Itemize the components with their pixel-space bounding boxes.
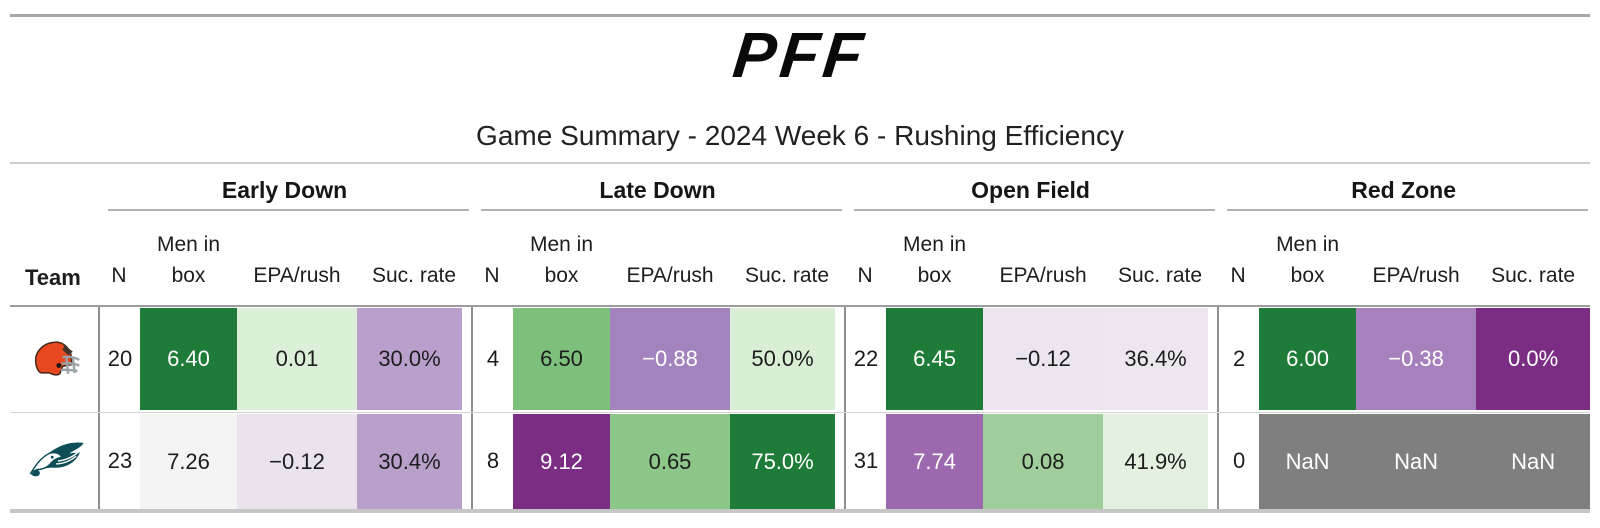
cell-open-n: 31 [844, 412, 887, 509]
col-header-men-in-box: Men in box [513, 215, 610, 305]
col-header-line: box [544, 264, 579, 287]
cell-redzone-n: 0 [1217, 412, 1260, 509]
team-cell-eagles [16, 412, 98, 509]
col-header-epa-rush: EPA/rush [1372, 264, 1460, 287]
eagles-logo [16, 440, 98, 482]
cell-late-suc-rate: 50.0% [730, 305, 845, 412]
header-bottom-divider [10, 305, 1590, 307]
cell-late-epa-rush: −0.88 [610, 305, 731, 412]
col-header-line: Men in [1276, 233, 1340, 256]
cell-early-n: 20 [98, 305, 140, 412]
col-header-suc-rate: Suc. rate [1118, 264, 1203, 287]
cell-redzone-n: 2 [1217, 305, 1260, 412]
cell-late-n: 4 [471, 305, 514, 412]
cell-late-men-in-box: 6.50 [513, 305, 611, 412]
rushing-efficiency-table: Early Down Late Down Open Field Red Zone [16, 165, 1591, 509]
group-header-red-zone: Red Zone [1217, 165, 1590, 215]
cell-late-epa-rush: 0.65 [610, 412, 731, 509]
col-header-n: N [857, 264, 873, 287]
cell-open-suc-rate: 41.9% [1103, 412, 1218, 509]
cell-open-suc-rate: 36.4% [1103, 305, 1218, 412]
group-header-late-down: Late Down [471, 165, 844, 215]
cell-early-suc-rate: 30.0% [357, 305, 472, 412]
col-header-line: box [917, 264, 952, 287]
cell-redzone-men-in-box: NaN [1259, 412, 1357, 509]
table-row-eagles: 23 7.26 −0.12 30.4% 8 9.12 0.65 75.0% 31… [16, 412, 1591, 509]
group-underline [108, 209, 470, 211]
group-header-open-field: Open Field [844, 165, 1217, 215]
cell-open-men-in-box: 6.45 [886, 305, 984, 412]
group-underline [1227, 209, 1589, 211]
title-divider [10, 162, 1590, 164]
group-header-label: Open Field [971, 176, 1090, 203]
col-header-line: Men in [903, 233, 967, 256]
cell-late-n: 8 [471, 412, 514, 509]
col-header-n: N [484, 264, 500, 287]
cell-redzone-suc-rate: NaN [1476, 412, 1591, 509]
col-header-suc-rate: Suc. rate [371, 264, 457, 287]
col-header-n: N [111, 264, 127, 287]
team-column-header: Team [25, 265, 81, 290]
browns-helmet-logo [16, 338, 98, 380]
table-row-browns: 20 6.40 0.01 30.0% 4 6.50 −0.88 50.0% 22… [16, 305, 1591, 412]
col-header-epa-rush: EPA/rush [253, 264, 341, 287]
cell-early-men-in-box: 7.26 [140, 412, 237, 509]
group-header-label: Red Zone [1351, 176, 1456, 203]
col-header-men-in-box: Men in box [1259, 215, 1356, 305]
col-header-line: Men in [156, 233, 221, 256]
cell-early-suc-rate: 30.4% [357, 412, 472, 509]
cell-late-suc-rate: 75.0% [730, 412, 845, 509]
col-header-men-in-box: Men in box [886, 215, 983, 305]
col-header-epa-rush: EPA/rush [626, 264, 714, 287]
page-title: Game Summary - 2024 Week 6 - Rushing Eff… [476, 120, 1124, 151]
group-underline [854, 209, 1216, 211]
cell-early-epa-rush: 0.01 [237, 305, 357, 412]
cell-early-epa-rush: −0.12 [237, 412, 357, 509]
group-header-label: Late Down [599, 176, 716, 203]
col-header-suc-rate: Suc. rate [745, 264, 830, 287]
col-header-suc-rate: Suc. rate [1491, 264, 1576, 287]
cell-redzone-suc-rate: 0.0% [1476, 305, 1591, 412]
cell-late-men-in-box: 9.12 [513, 412, 611, 509]
cell-open-epa-rush: 0.08 [983, 412, 1104, 509]
col-header-epa-rush: EPA/rush [999, 264, 1087, 287]
bottom-divider [10, 509, 1590, 513]
cell-open-n: 22 [844, 305, 887, 412]
group-header-early-down: Early Down [98, 165, 471, 215]
cell-redzone-men-in-box: 6.00 [1259, 305, 1357, 412]
col-header-line: box [1290, 264, 1325, 287]
cell-early-n: 23 [98, 412, 140, 509]
col-header-men-in-box: Men in box [140, 215, 237, 305]
cell-early-men-in-box: 6.40 [140, 305, 237, 412]
cell-redzone-epa-rush: −0.38 [1356, 305, 1477, 412]
col-header-n: N [1230, 264, 1246, 287]
top-divider [10, 14, 1590, 17]
pff-logo: PFF [729, 19, 871, 91]
group-underline [481, 209, 843, 211]
cell-open-men-in-box: 7.74 [886, 412, 984, 509]
row-divider [10, 412, 1590, 413]
team-cell-browns [16, 305, 98, 412]
group-header-spacer [16, 165, 98, 215]
cell-open-epa-rush: −0.12 [983, 305, 1104, 412]
group-header-label: Early Down [221, 176, 348, 203]
col-header-line: Men in [530, 233, 594, 256]
col-header-line: box [171, 264, 206, 287]
cell-redzone-epa-rush: NaN [1356, 412, 1477, 509]
